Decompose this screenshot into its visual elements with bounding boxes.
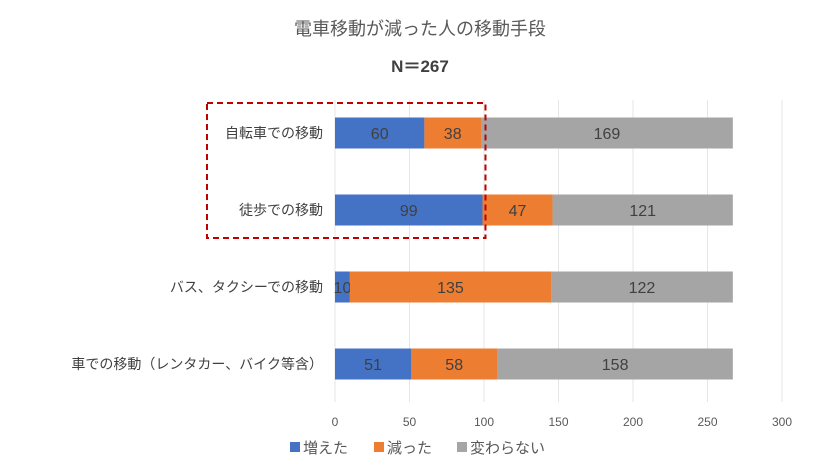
- bar-segment: [482, 194, 553, 226]
- data-label: 135: [437, 280, 464, 297]
- category-label: 車での移動（レンタカー、バイク等含）: [71, 356, 323, 373]
- bar-segment: [335, 117, 425, 149]
- highlight-rect: [206, 102, 487, 239]
- data-label: 51: [364, 357, 382, 374]
- x-tick-label: 50: [403, 415, 417, 429]
- bars: 60 38 169 99 47 121 10 135 122 51 58 158: [334, 117, 733, 380]
- x-tick-label: 250: [697, 415, 717, 429]
- legend-label: 増えた: [303, 439, 348, 457]
- x-tick-label: 100: [474, 415, 494, 429]
- x-tick-label: 0: [332, 415, 339, 429]
- bar-segment: [497, 348, 733, 380]
- bar-segment: [335, 194, 483, 226]
- bar-segment: [552, 194, 733, 226]
- x-tick-label: 150: [548, 415, 568, 429]
- x-tick-label: 200: [623, 415, 643, 429]
- data-label: 47: [509, 203, 527, 220]
- chart-title: 電車移動が減った人の移動手段: [294, 19, 546, 40]
- category-label: バス、タクシーでの移動: [170, 280, 323, 296]
- legend-label: 変わらない: [470, 439, 545, 457]
- x-tick-labels: 0 50 100 150 200 250 300: [332, 415, 793, 429]
- bar-segment: [551, 271, 733, 303]
- data-label: 60: [371, 126, 389, 143]
- legend-swatch: [374, 442, 384, 452]
- data-label: 38: [444, 126, 462, 143]
- legend-swatch: [457, 442, 467, 452]
- data-label: 122: [629, 280, 656, 297]
- data-label: 169: [594, 126, 621, 143]
- data-label: 10: [334, 280, 352, 297]
- data-label: 158: [602, 357, 629, 374]
- legend-label: 減った: [387, 439, 432, 457]
- category-labels: 自転車での移動徒歩での移動バス、タクシーでの移動車での移動（レンタカー、バイク等…: [71, 125, 323, 373]
- data-label: 121: [629, 203, 656, 220]
- bar-segment: [335, 271, 350, 303]
- highlight-box: [206, 102, 487, 239]
- bar-segment: [335, 348, 411, 380]
- bar-segment: [424, 117, 482, 149]
- gridlines: [334, 100, 783, 402]
- bar-segment: [349, 271, 552, 303]
- category-label: 徒歩での移動: [239, 203, 323, 219]
- data-label: 58: [445, 357, 463, 374]
- bar-segment: [410, 348, 498, 380]
- chart-subtitle: N＝267: [391, 57, 449, 76]
- legend-swatch: [290, 442, 300, 452]
- data-label: 99: [400, 203, 418, 220]
- category-label: 自転車での移動: [225, 125, 323, 142]
- legend: 増えた 減った 変わらない: [290, 439, 545, 457]
- bar-segment: [481, 117, 733, 149]
- x-tick-label: 300: [772, 415, 792, 429]
